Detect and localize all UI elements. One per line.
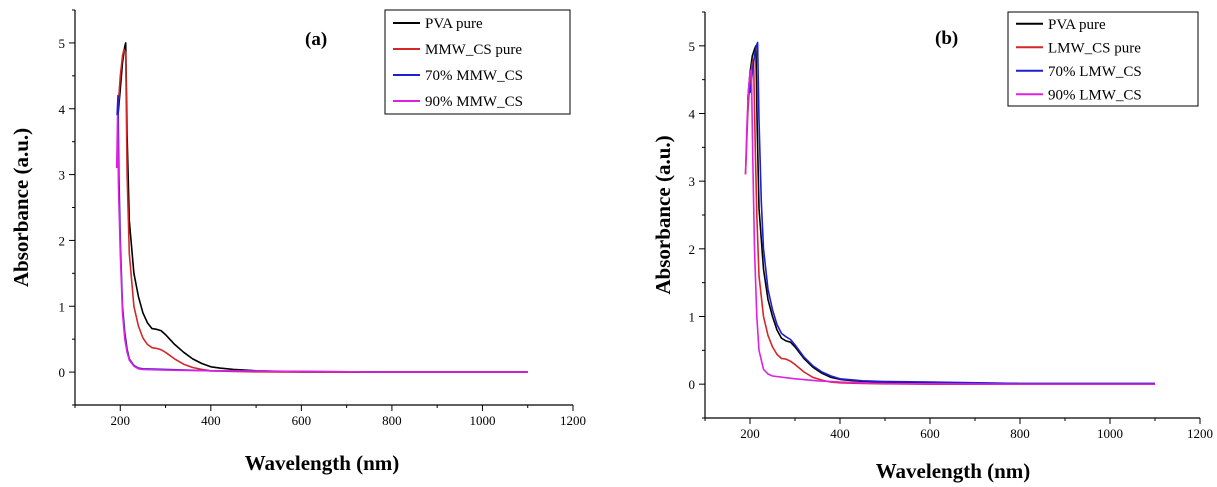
y-tick-label: 1 xyxy=(59,299,66,314)
series-line-2 xyxy=(744,58,1155,386)
y-axis-title: Absorbance (a.u.) xyxy=(651,135,675,294)
series-line-4 xyxy=(115,114,528,373)
x-tick-label: 1200 xyxy=(560,413,586,428)
x-tick-label: 1200 xyxy=(1187,426,1213,441)
y-tick-label: 3 xyxy=(59,168,66,183)
legend-label: 90% MMW_CS xyxy=(425,94,523,110)
x-tick-label: 1000 xyxy=(469,413,495,428)
x-axis-title: Wavelength (nm) xyxy=(245,451,400,475)
y-tick-label: 5 xyxy=(689,39,696,54)
x-tick-label: 400 xyxy=(201,413,221,428)
x-axis-title: Wavelength (nm) xyxy=(876,459,1031,483)
x-tick-label: 200 xyxy=(111,413,131,428)
y-tick-label: 4 xyxy=(59,102,66,117)
series-line-3 xyxy=(116,94,528,373)
legend-label: 90% LMW_CS xyxy=(1048,87,1142,103)
x-tick-label: 400 xyxy=(830,426,850,441)
y-tick-label: 3 xyxy=(689,174,696,189)
series-line-3 xyxy=(749,41,1155,385)
y-tick-label: 2 xyxy=(59,233,66,248)
legend-label: MMW_CS pure xyxy=(425,42,522,58)
x-tick-label: 600 xyxy=(920,426,940,441)
x-tick-label: 200 xyxy=(740,426,760,441)
legend-label: PVA pure xyxy=(1048,17,1106,33)
legend-label: 70% MMW_CS xyxy=(425,68,523,84)
x-tick-label: 1000 xyxy=(1097,426,1123,441)
panel-b: 200 400 600 800 1000 1200 0 1 2 3 4 5 Wavelength (nm… xyxy=(651,11,1213,483)
y-tick-label: 2 xyxy=(689,242,696,257)
legend-label: 70% LMW_CS xyxy=(1048,64,1142,80)
y-tick-label: 0 xyxy=(59,365,66,380)
panel-label: (b) xyxy=(935,28,958,49)
x-tick-label: 600 xyxy=(292,413,312,428)
y-tick-label: 0 xyxy=(689,377,696,392)
legend-label: LMW_CS pure xyxy=(1048,40,1141,56)
y-tick-label: 4 xyxy=(689,107,696,122)
series-line-4 xyxy=(744,68,1155,386)
legend-box xyxy=(1007,11,1199,107)
legend-label: PVA pure xyxy=(425,16,483,32)
panel-a: 200 400 600 800 1000 1200 0 1 2 3 4 5 Wavelength (nm… xyxy=(9,9,586,475)
legend-box xyxy=(384,9,571,115)
y-tick-label: 1 xyxy=(689,310,696,325)
x-tick-label: 800 xyxy=(382,413,402,428)
x-tick-label: 800 xyxy=(1010,426,1030,441)
y-axis-title: Absorbance (a.u.) xyxy=(9,128,33,287)
y-tick-label: 5 xyxy=(59,36,66,51)
panel-label: (a) xyxy=(305,29,327,50)
